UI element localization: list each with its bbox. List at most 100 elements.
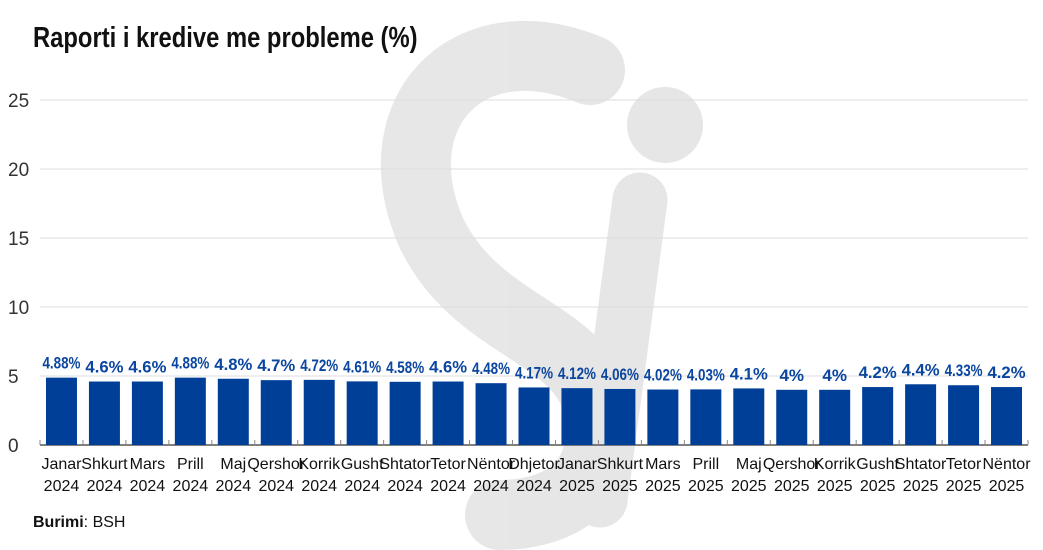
x-tick-label-month: Qershor: [247, 456, 305, 473]
value-label: 4%: [822, 366, 847, 385]
bar: [647, 389, 679, 445]
x-tick-label-year: 2024: [87, 478, 123, 495]
y-tick-label: 20: [8, 160, 29, 181]
x-tick-label-month: Nëntor: [467, 456, 516, 473]
source-value: BSH: [92, 514, 126, 531]
bar: [561, 388, 593, 445]
bar: [260, 380, 292, 445]
x-tick-label-month: Mars: [645, 456, 681, 473]
x-tick-label-year: 2025: [731, 478, 767, 495]
value-label: 4.8%: [214, 355, 252, 374]
value-label: 4.88%: [42, 354, 80, 373]
x-tick-label-month: Qershor: [763, 456, 821, 473]
y-tick-label: 10: [8, 298, 29, 319]
watermark-logo: [380, 20, 703, 550]
x-tick-label-month: Tetor: [946, 456, 982, 473]
x-tick-label-year: 2025: [559, 478, 595, 495]
bar: [819, 389, 851, 445]
bar: [174, 377, 206, 445]
x-tick-label-month: Shkurt: [81, 456, 128, 473]
value-label: 4.2%: [988, 363, 1026, 382]
y-tick-label: 25: [8, 91, 29, 112]
bar: [905, 384, 937, 445]
value-label: 4.58%: [386, 358, 424, 377]
chart-title: Raporti i kredive me probleme (%): [33, 22, 418, 54]
x-tick-label-month: Shtator: [895, 456, 947, 473]
x-tick-label-year: 2025: [989, 478, 1025, 495]
value-label: 4.61%: [343, 357, 381, 376]
value-label: 4.6%: [85, 358, 123, 377]
x-tick-label-month: Korrik: [298, 456, 341, 473]
value-label: 4.17%: [515, 363, 553, 382]
value-label: 4.2%: [859, 363, 897, 382]
y-tick-label: 5: [8, 367, 19, 388]
x-tick-label-month: Gusht: [856, 456, 899, 473]
value-label: 4.6%: [128, 358, 166, 377]
value-label: 4.12%: [558, 364, 596, 383]
bar: [45, 377, 77, 445]
bar: [432, 381, 464, 445]
x-tick-label-year: 2024: [216, 478, 252, 495]
x-tick-label-month: Janar: [41, 456, 82, 473]
value-label: 4.88%: [171, 354, 209, 373]
x-tick-label-year: 2024: [430, 478, 466, 495]
x-tick-label-month: Nëntor: [983, 456, 1032, 473]
value-label: 4.33%: [945, 361, 983, 380]
x-tick-label-month: Mars: [130, 456, 166, 473]
x-tick-label-month: Shtator: [379, 456, 431, 473]
bar: [948, 385, 980, 445]
value-label: 4.7%: [257, 356, 295, 375]
bar: [733, 388, 765, 445]
x-tick-label-year: 2024: [130, 478, 166, 495]
value-label: 4.1%: [730, 364, 768, 383]
y-tick-label: 0: [8, 436, 19, 457]
bar: [389, 381, 421, 445]
x-tick-label-month: Prill: [692, 456, 719, 473]
x-tick-label-year: 2025: [602, 478, 638, 495]
bar: [217, 378, 249, 445]
x-tick-label-year: 2025: [645, 478, 681, 495]
value-label: 4.6%: [429, 358, 467, 377]
x-tick-label-year: 2024: [344, 478, 380, 495]
value-label: 4.03%: [687, 365, 725, 384]
bar: [88, 381, 120, 445]
x-tick-label-year: 2024: [387, 478, 423, 495]
bar: [303, 379, 335, 445]
x-tick-label-year: 2024: [258, 478, 294, 495]
bar: [862, 387, 894, 445]
bar: [346, 381, 378, 445]
x-tick-label-year: 2024: [44, 478, 80, 495]
bar: [475, 383, 507, 445]
value-label: 4.72%: [300, 356, 338, 375]
x-tick-label-year: 2025: [903, 478, 939, 495]
bar: [991, 387, 1023, 445]
bar: [131, 381, 163, 445]
x-tick-label-month: Shkurt: [597, 456, 644, 473]
x-tick-label-year: 2024: [173, 478, 209, 495]
x-tick-label-month: Dhjetor: [508, 456, 560, 473]
source-note: Burimi: BSH: [33, 514, 126, 531]
x-tick-label-month: Tetor: [430, 456, 466, 473]
x-tick-label-year: 2025: [817, 478, 853, 495]
y-tick-label: 15: [8, 229, 29, 250]
bar: [604, 388, 636, 445]
value-label: 4.02%: [644, 366, 682, 385]
x-tick-label-month: Maj: [220, 456, 246, 473]
x-tick-label-month: Korrik: [814, 456, 857, 473]
x-tick-label-year: 2024: [516, 478, 552, 495]
x-tick-label-year: 2025: [688, 478, 724, 495]
x-tick-label-year: 2025: [774, 478, 810, 495]
value-label: 4.06%: [601, 365, 639, 384]
value-label: 4.48%: [472, 359, 510, 378]
x-tick-label-month: Janar: [557, 456, 598, 473]
x-tick-label-month: Gusht: [341, 456, 384, 473]
x-tick-label-month: Maj: [736, 456, 762, 473]
value-label: 4.4%: [902, 360, 940, 379]
bar: [690, 389, 722, 445]
value-label: 4%: [779, 366, 804, 385]
x-tick-label-year: 2025: [860, 478, 896, 495]
bar: [518, 387, 550, 445]
x-tick-label-year: 2024: [473, 478, 509, 495]
